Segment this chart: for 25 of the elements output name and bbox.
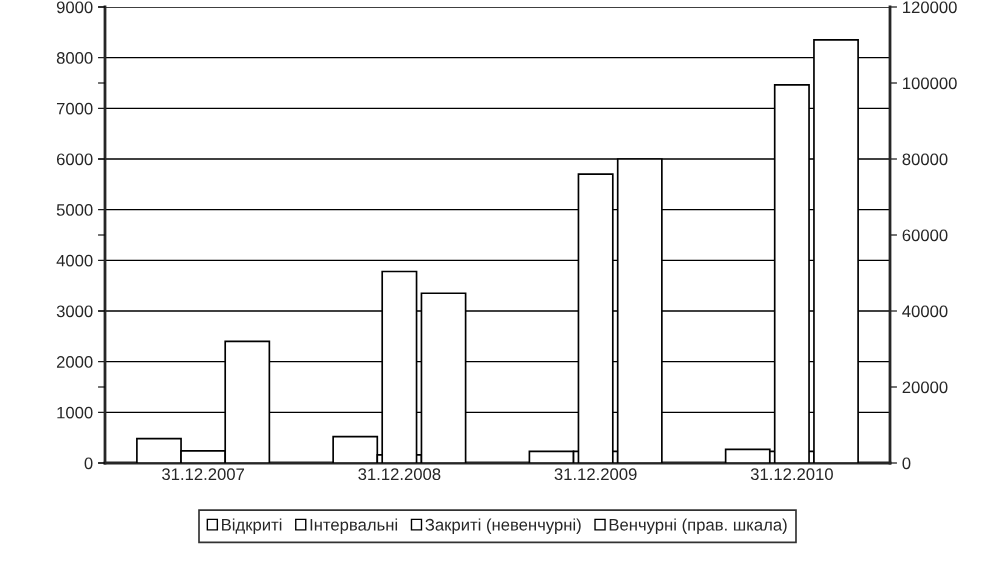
y-tick-label: 5000 xyxy=(56,204,93,216)
x-tick-label: 31.12.2010 xyxy=(750,468,833,481)
y2-tick-label: 20000 xyxy=(902,381,948,394)
legend-label: Відкриті xyxy=(222,518,282,534)
y-tick-label: 8000 xyxy=(56,52,93,64)
y2-tick-label: 0 xyxy=(902,457,911,470)
y-tick-label: 7000 xyxy=(56,102,93,115)
y2-tick-label: 120000 xyxy=(903,1,957,14)
y2-tick-label: 40000 xyxy=(902,305,948,318)
y-tick-label: 0 xyxy=(84,457,93,470)
x-tick-label: 31.12.2007 xyxy=(162,468,244,481)
y-tick-label: 9000 xyxy=(56,1,93,14)
y-tick-label: 2000 xyxy=(56,356,93,368)
y2-tick-label: 80000 xyxy=(902,153,948,166)
y-tick-label: 6000 xyxy=(56,153,93,166)
legend-label: Венчурні (прав. шкала) xyxy=(609,518,787,534)
x-tick-label: 31.12.2008 xyxy=(358,468,441,481)
legend-label: Закриті (невенчурні) xyxy=(425,518,581,534)
y-tick-label: 1000 xyxy=(57,406,93,419)
y-tick-label: 4000 xyxy=(56,254,93,267)
y2-tick-label: 60000 xyxy=(902,229,948,242)
x-tick-label: 31.12.2009 xyxy=(554,468,637,481)
y-tick-label: 3000 xyxy=(56,305,93,318)
y2-tick-label: 100000 xyxy=(903,77,957,90)
legend-label: Інтервальні xyxy=(310,518,398,534)
